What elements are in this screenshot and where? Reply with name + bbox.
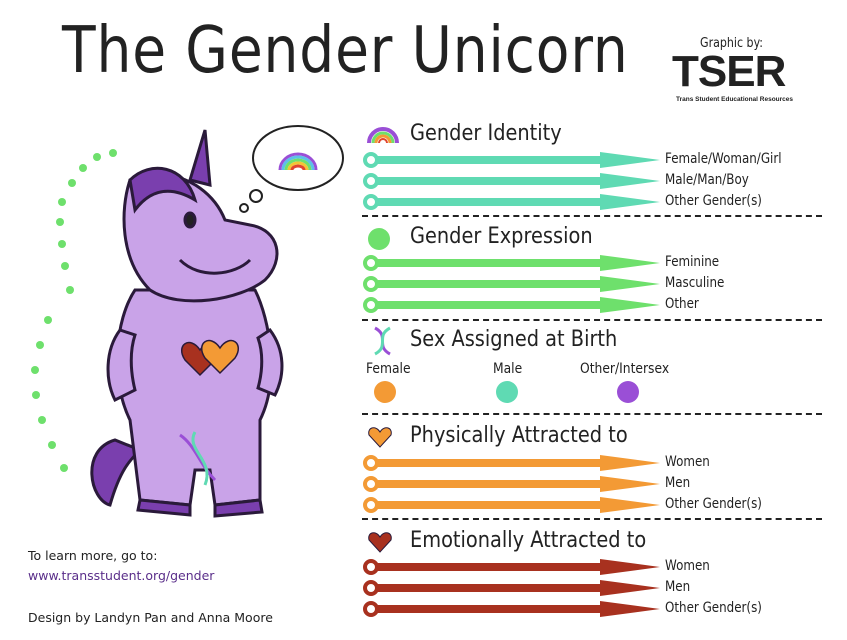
section-divider [362,319,822,321]
spectrum-arrow-expression[interactable]: Other [362,296,842,313]
section-divider [362,413,822,415]
arrow-icon [363,152,660,168]
section-title-emotional: Emotionally Attracted to [410,528,647,553]
spectrum-arrow-physical[interactable]: Women [362,454,842,471]
sex-option-label: Other/Intersex [580,361,670,377]
section-title-physical: Physically Attracted to [410,423,628,448]
spectrum-label: Female/Woman/Girl [665,151,782,167]
bubble-rainbow-icon [278,152,318,171]
sex-option-dot[interactable] [496,381,518,403]
rainbow-icon [366,123,400,149]
spectrum-arrow-emotional[interactable]: Women [362,558,842,575]
section-title-expression: Gender Expression [410,224,593,249]
arrow-icon [363,497,660,513]
hearts-icon [180,339,240,377]
spectrum-arrow-emotional[interactable]: Other Gender(s) [362,600,842,617]
spectrum-label: Other [665,296,699,312]
spectrum-label: Other Gender(s) [665,496,762,512]
spectrum-label: Feminine [665,254,720,270]
tser-logo: TSER [672,47,786,96]
section-divider [362,215,822,217]
arrow-icon [363,476,660,492]
spectrum-label: Women [665,454,710,470]
arrow-icon [363,194,660,210]
orange-heart-icon [366,425,394,453]
arrow-icon [363,297,660,313]
spectrum-label: Other Gender(s) [665,600,762,616]
green-circle-icon [366,226,392,256]
sex-option-label: Male [493,361,523,377]
sex-option-dot[interactable] [374,381,396,403]
credit-label: Graphic by: [700,36,764,51]
spectrum-arrow-expression[interactable]: Masculine [362,275,842,292]
dna-icon [179,431,217,486]
dna-icon [370,326,396,360]
spectrum-arrow-identity[interactable]: Female/Woman/Girl [362,151,842,168]
design-credit: Design by Landyn Pan and Anna Moore [28,610,273,625]
arrow-icon [363,580,660,596]
spectrum-label: Men [665,579,691,595]
spectrum-label: Male/Man/Boy [665,172,749,188]
spectrum-label: Masculine [665,275,725,291]
section-divider [362,518,822,520]
section-title-identity: Gender Identity [410,121,562,146]
arrow-icon [363,276,660,292]
section-title-sex: Sex Assigned at Birth [410,327,618,352]
learn-more-link[interactable]: www.transstudent.org/gender [28,568,215,583]
spectrum-label: Men [665,475,691,491]
red-heart-icon [366,530,394,558]
arrow-icon [363,455,660,471]
spectrum-arrow-physical[interactable]: Other Gender(s) [362,496,842,513]
arrow-icon [363,255,660,271]
spectrum-arrow-emotional[interactable]: Men [362,579,842,596]
arrow-icon [363,559,660,575]
tser-logo-subtitle: Trans Student Educational Resources [676,96,794,103]
unicorn [90,129,284,518]
spectrum-arrow-identity[interactable]: Other Gender(s) [362,193,842,210]
sex-option-label: Female [366,361,411,377]
spectrum-label: Other Gender(s) [665,193,762,209]
page-title: The Gender Unicorn [62,14,629,88]
spectrum-arrow-expression[interactable]: Feminine [362,254,842,271]
sex-option-dot[interactable] [617,381,639,403]
spectrum-arrow-physical[interactable]: Men [362,475,842,492]
arrow-icon [363,173,660,189]
dotted-path [31,149,117,472]
learn-more-text: To learn more, go to: [28,548,158,563]
unicorn-illustration [31,125,344,518]
arrow-icon [363,601,660,617]
spectrum-arrow-identity[interactable]: Male/Man/Boy [362,172,842,189]
spectrum-label: Women [665,558,710,574]
